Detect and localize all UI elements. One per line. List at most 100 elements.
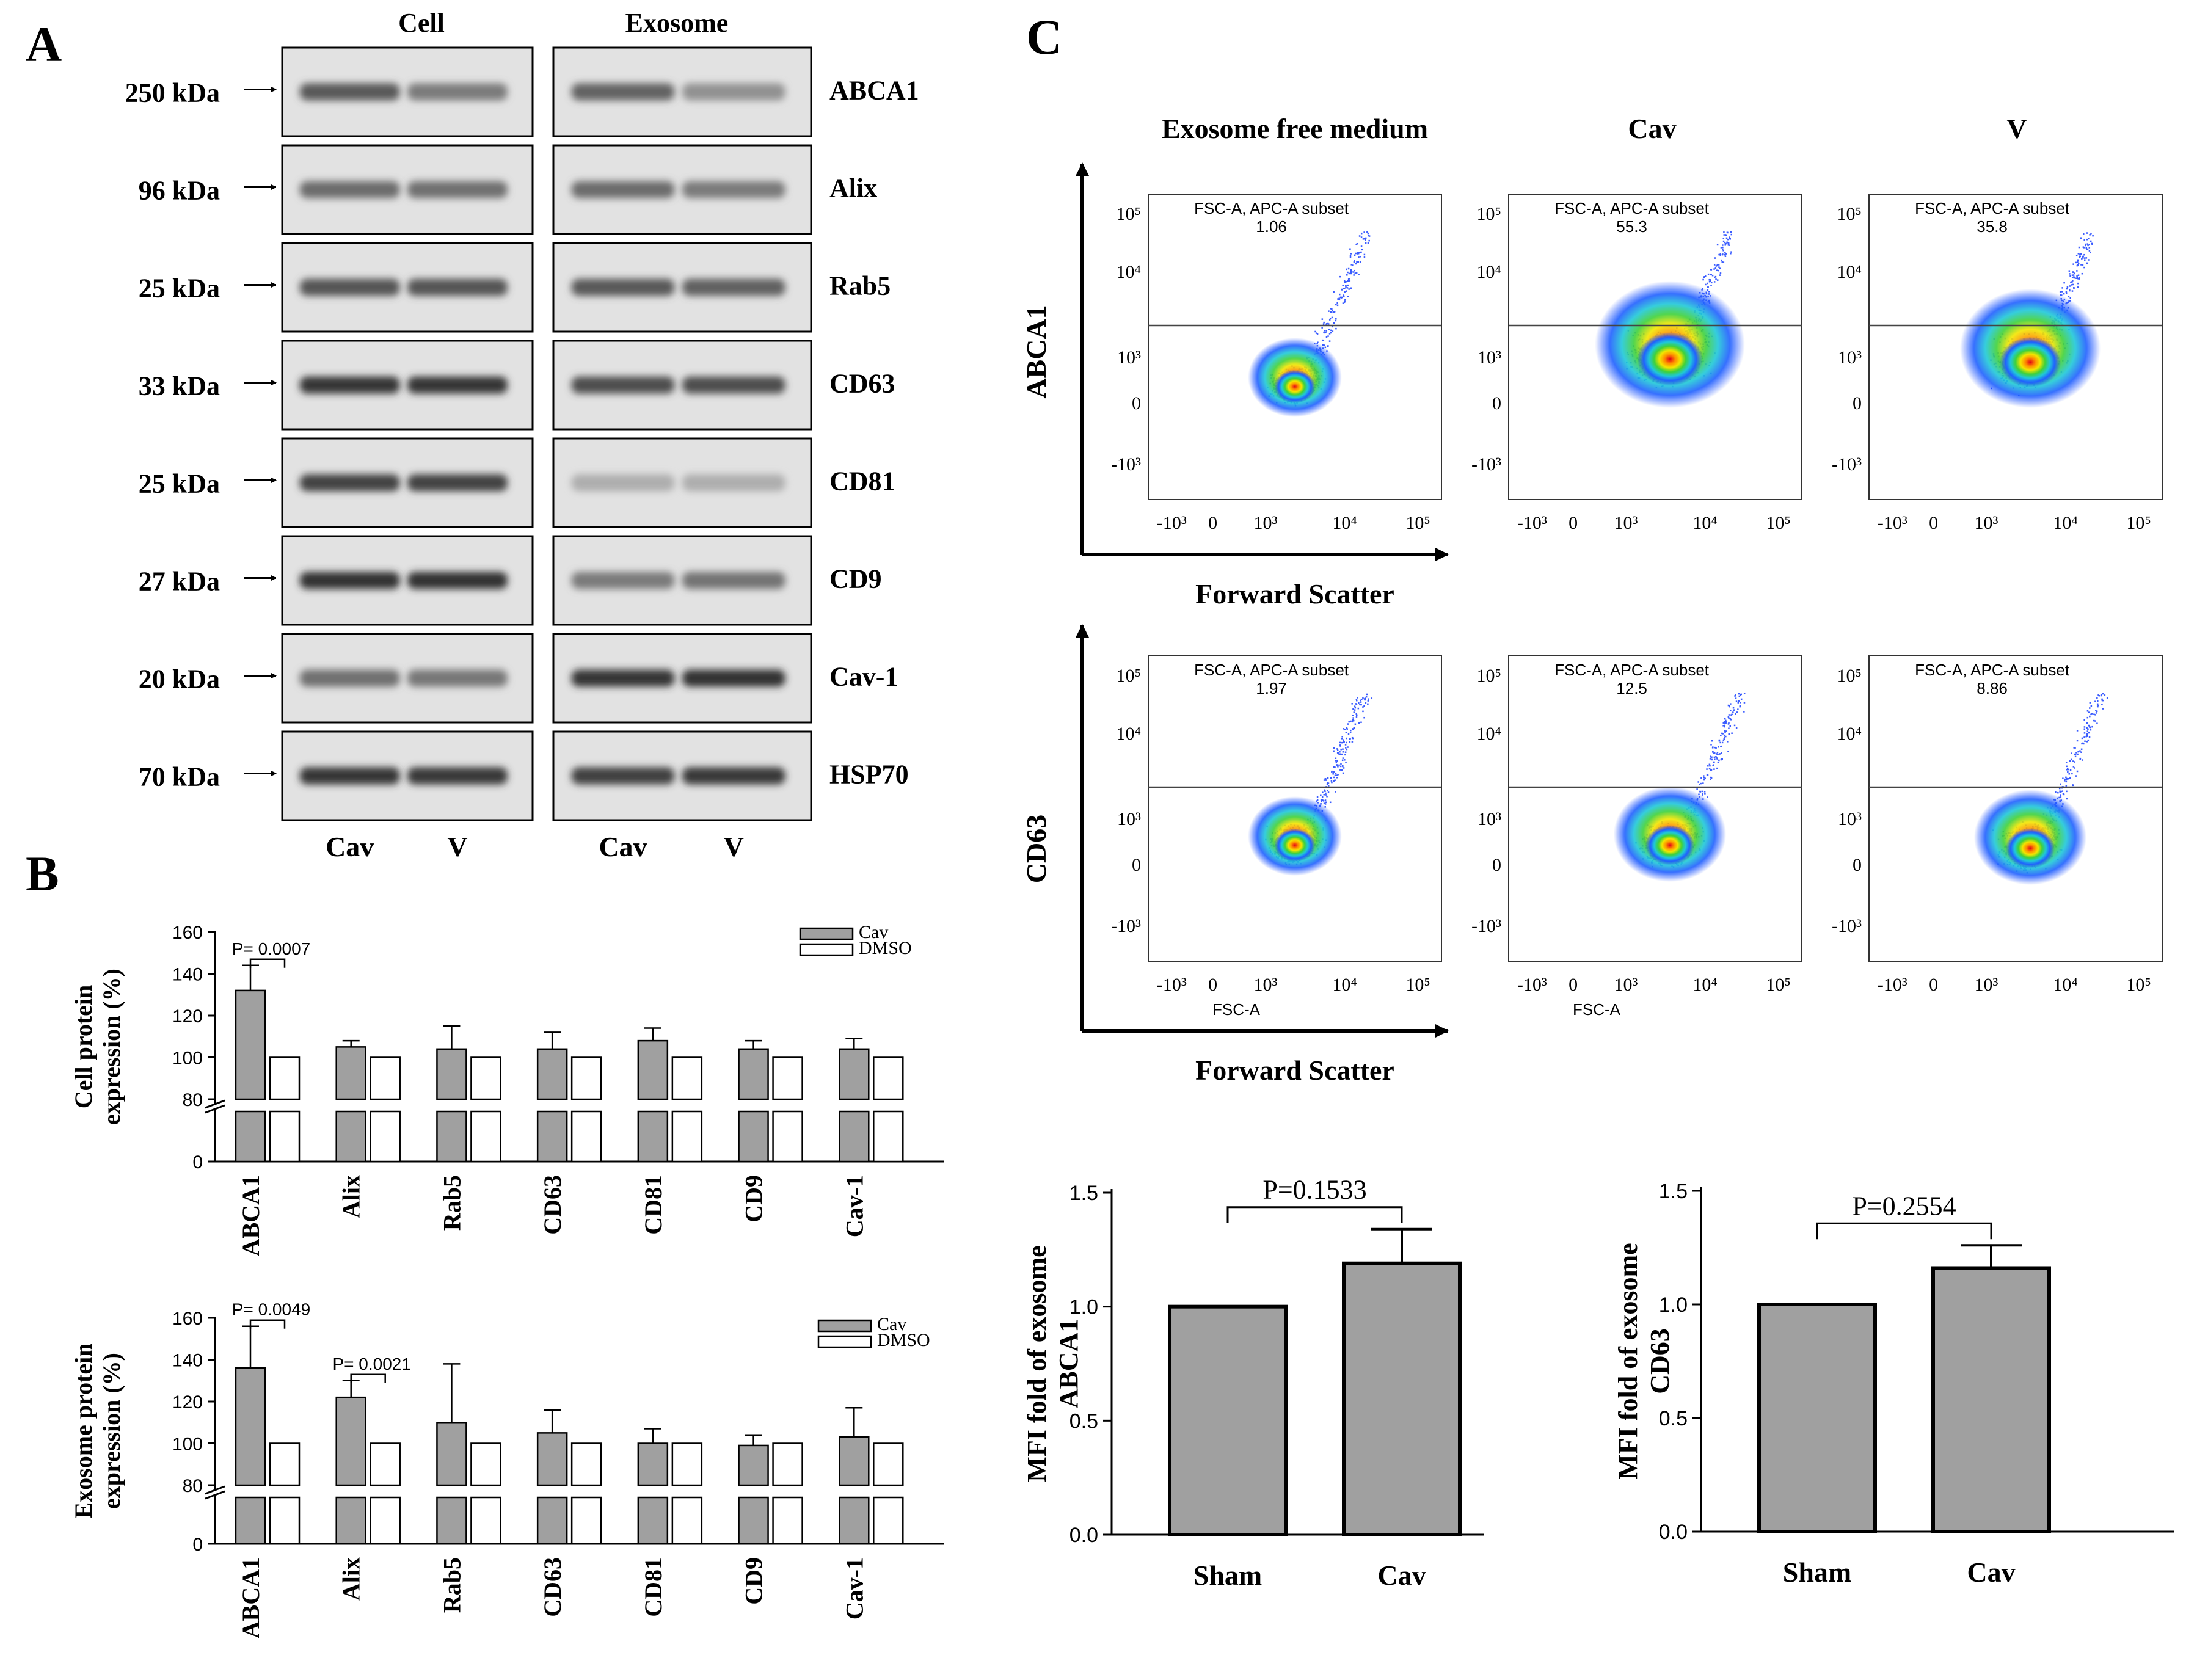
- flow-x-axis-label: Forward Scatter: [1195, 1055, 1394, 1086]
- bar-dmso: [671, 1056, 703, 1100]
- flow-event: [2080, 237, 2082, 239]
- flow-event: [1343, 740, 1344, 742]
- bar-cav: [637, 1442, 669, 1486]
- bar-cav: [839, 1048, 870, 1100]
- flow-event: [1338, 764, 1340, 766]
- flow-event: [1353, 261, 1355, 263]
- bar-cav-lower: [839, 1496, 870, 1545]
- flow-event: [1338, 753, 1340, 755]
- flow-event: [1347, 284, 1349, 286]
- lane-label: Cav: [599, 831, 647, 862]
- bar-dmso: [570, 1442, 602, 1486]
- flow-event: [1357, 697, 1358, 699]
- flow-event: [1348, 278, 1350, 280]
- flow-event: [2061, 287, 2063, 289]
- flow-event: [1330, 308, 1332, 310]
- flow-event: [1352, 708, 1354, 710]
- flow-event: [1330, 332, 1332, 334]
- flow-event: [2065, 292, 2068, 294]
- flow-event: [1355, 244, 1357, 245]
- flow-event: [1354, 705, 1356, 707]
- flow-y-tick-label: 0: [1853, 393, 1862, 413]
- protein-label: Rab5: [829, 271, 891, 301]
- flow-event: [1344, 729, 1346, 730]
- flow-event: [1346, 737, 1347, 740]
- bar-dmso-lower: [269, 1496, 301, 1545]
- flow-event: [2077, 261, 2079, 263]
- bar-dmso: [470, 1056, 501, 1100]
- flow-event: [1342, 757, 1344, 759]
- flow-event: [1358, 256, 1360, 258]
- flow-event: [1344, 288, 1346, 289]
- flow-event: [2066, 288, 2068, 290]
- flow-event: [1364, 699, 1366, 701]
- gate-value: 55.3: [1616, 217, 1647, 236]
- bar-cav: [738, 1048, 769, 1100]
- flow-event: [1323, 793, 1325, 796]
- flow-x-tick-label: 10⁵: [2126, 513, 2151, 533]
- flow-event: [1350, 269, 1352, 271]
- flow-event: [1350, 272, 1352, 275]
- flow-event: [1363, 231, 1365, 233]
- bar-cav-lower: [235, 1496, 266, 1545]
- flow-event: [1357, 261, 1360, 263]
- y-axis-label: Cell proteinexpression (%): [70, 969, 125, 1125]
- flow-plot: FSC-A, APC-A subset55.310⁵10⁴10³0-10³-10…: [1471, 194, 1802, 533]
- flow-event: [2074, 272, 2075, 274]
- flow-event: [2069, 275, 2071, 277]
- flow-event: [1724, 252, 1726, 254]
- flow-event: [1346, 727, 1348, 729]
- flow-event: [1349, 255, 1352, 256]
- y-tick-label: 100: [172, 1435, 203, 1455]
- significance-bracket: [249, 958, 286, 968]
- flow-x-tick-label: -10³: [1517, 513, 1547, 533]
- flow-event: [1718, 269, 1719, 272]
- flow-x-tick-label: 10³: [1254, 975, 1278, 995]
- flow-event: [2077, 253, 2080, 255]
- category-label: CD9: [740, 1557, 768, 1605]
- flow-event: [1342, 288, 1344, 289]
- flow-event: [1360, 245, 1363, 247]
- flow-event: [2063, 293, 2065, 295]
- flow-event: [1365, 242, 1367, 244]
- flow-event: [1322, 323, 1325, 325]
- flow-event: [1359, 255, 1361, 258]
- flow-event: [2088, 247, 2091, 249]
- flow-y-tick-label: -10³: [1832, 454, 1862, 475]
- legend-label: Cav: [859, 922, 888, 942]
- flow-event: [1362, 238, 1365, 240]
- y-tick-label: 0: [192, 1535, 203, 1555]
- y-tick-label: 0: [192, 1152, 203, 1173]
- flow-event: [1355, 713, 1358, 715]
- flow-event: [2092, 235, 2094, 237]
- flow-event: [1358, 702, 1360, 704]
- flow-event: [2071, 274, 2074, 276]
- flow-event: [1350, 720, 1352, 722]
- flow-event: [1323, 331, 1325, 333]
- flow-event: [1323, 779, 1325, 781]
- flow-event: [1727, 242, 1730, 245]
- flow-event: [1325, 330, 1328, 332]
- bar-cav: [536, 1432, 568, 1486]
- flow-event: [2061, 291, 2063, 293]
- flow-event: [1365, 702, 1367, 704]
- flow-event: [2066, 286, 2069, 288]
- flow-event: [1349, 248, 1351, 250]
- flow-event: [2076, 270, 2078, 272]
- bar-cav-lower: [335, 1110, 366, 1163]
- flow-event: [1346, 268, 1347, 271]
- category-label: Rab5: [438, 1175, 465, 1231]
- flow-event: [2080, 264, 2082, 266]
- flow-event: [2070, 281, 2072, 283]
- flow-event: [1345, 732, 1347, 733]
- flow-event: [1321, 327, 1323, 329]
- flow-event: [1368, 239, 1370, 242]
- flow-event: [1338, 752, 1339, 754]
- legend-label: DMSO: [877, 1330, 930, 1350]
- y-axis-label-line: expression (%): [98, 969, 125, 1125]
- flow-y-tick-label: 10³: [1477, 347, 1501, 368]
- flow-event: [1722, 244, 1724, 246]
- flow-event: [1346, 728, 1349, 730]
- y-tick-label: 80: [183, 1476, 203, 1496]
- bar-cav-lower: [235, 1110, 266, 1163]
